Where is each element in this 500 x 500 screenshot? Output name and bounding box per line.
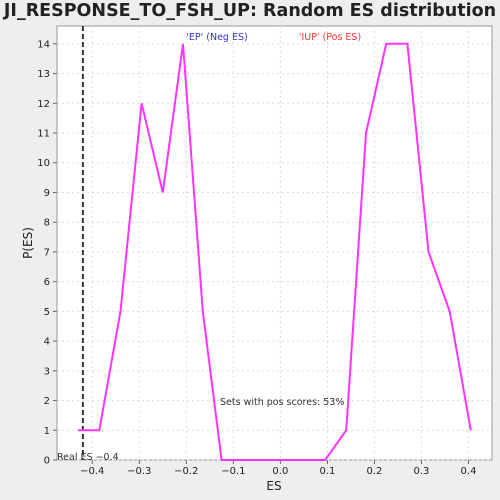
- y-tick: 14: [37, 39, 57, 50]
- y-tick-label: 2: [44, 396, 50, 407]
- x-tick-label: 0.4: [461, 466, 477, 477]
- y-tick: 2: [44, 396, 57, 407]
- real-es-text: Real ES −0.4: [57, 452, 119, 463]
- x-tick: 0.3: [414, 460, 430, 477]
- y-tick-label: 5: [44, 307, 50, 318]
- x-tick: 0.1: [319, 460, 335, 477]
- chart-title: JI_RESPONSE_TO_FSH_UP: Random ES distrib…: [3, 1, 497, 21]
- y-tick: 3: [44, 366, 57, 377]
- series-line: [78, 42, 472, 461]
- grid-lines: [57, 26, 492, 461]
- x-tick-label: 0.2: [366, 466, 382, 477]
- y-tick: 12: [37, 99, 57, 110]
- y-tick-label: 13: [37, 69, 50, 80]
- y-tick-label: 6: [44, 277, 50, 288]
- y-tick: 9: [44, 188, 57, 199]
- y-tick: 11: [37, 129, 57, 140]
- y-tick: 13: [37, 69, 57, 80]
- pos-es-label: 'IUP' (Pos ES): [299, 32, 361, 43]
- x-tick-label: −0.3: [127, 466, 151, 477]
- y-tick-label: 9: [44, 188, 50, 199]
- x-tick-label: −0.2: [174, 466, 198, 477]
- y-tick-label: 12: [37, 99, 50, 110]
- x-tick: 0.4: [461, 460, 477, 477]
- x-tick: 0.2: [366, 460, 382, 477]
- x-tick: 0.0: [272, 460, 288, 477]
- x-tick: −0.3: [127, 460, 151, 477]
- y-tick: 5: [44, 307, 57, 318]
- y-tick: 4: [44, 337, 57, 348]
- x-tick-label: 0.1: [319, 466, 335, 477]
- pos-scores-text: Sets with pos scores: 53%: [220, 397, 344, 408]
- plot-area: [56, 25, 493, 461]
- y-tick-label: 10: [37, 158, 50, 169]
- y-tick-label: 7: [44, 247, 50, 258]
- y-tick: 1: [44, 426, 57, 437]
- y-axis-label: P(ES): [21, 227, 35, 259]
- y-tick: 8: [44, 218, 57, 229]
- y-tick-label: 4: [44, 337, 50, 348]
- y-tick-label: 3: [44, 366, 50, 377]
- x-tick-label: −0.4: [80, 466, 104, 477]
- x-tick-label: 0.0: [272, 466, 288, 477]
- neg-es-label: 'EP' (Neg ES): [186, 32, 247, 43]
- x-tick-label: 0.3: [414, 466, 430, 477]
- y-tick-label: 8: [44, 218, 50, 229]
- y-tick: 7: [44, 247, 57, 258]
- y-tick: 6: [44, 277, 57, 288]
- y-tick-label: 1: [44, 426, 50, 437]
- x-tick: −0.4: [80, 460, 104, 477]
- x-axis-label: ES: [266, 479, 281, 493]
- y-tick-label: 14: [37, 39, 50, 50]
- y-tick-label: 11: [37, 129, 50, 140]
- y-tick-label: 0: [44, 456, 50, 467]
- y-tick: 0: [44, 456, 57, 467]
- x-tick: −0.1: [221, 460, 245, 477]
- x-tick: −0.2: [174, 460, 198, 477]
- y-tick: 10: [37, 158, 57, 169]
- x-axis: −0.4 −0.3 −0.2 −0.1 0.0 0.1 0.2 0.3 0.4: [80, 460, 476, 477]
- x-tick-label: −0.1: [221, 466, 245, 477]
